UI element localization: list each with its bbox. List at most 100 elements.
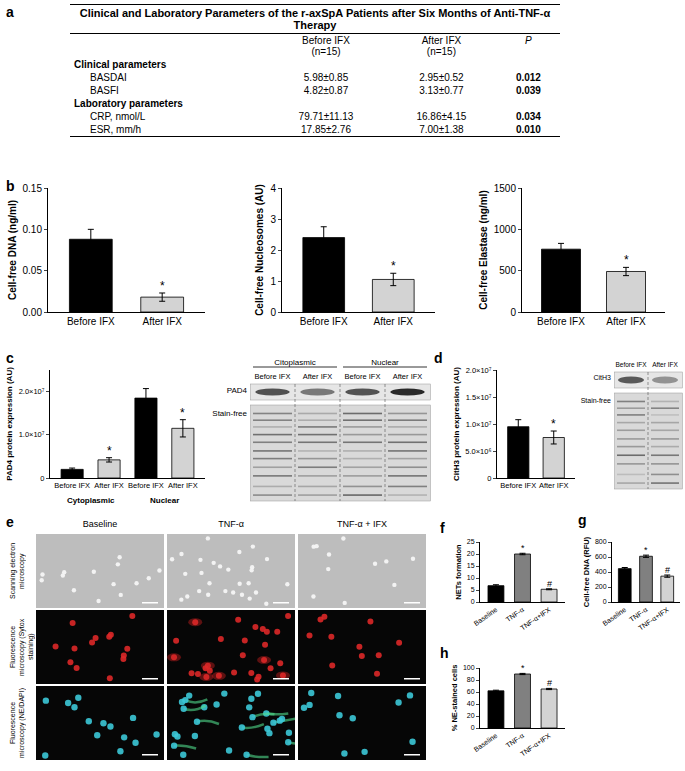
- svg-text:TNF-α: TNF-α: [505, 606, 525, 623]
- svg-text:20: 20: [467, 550, 475, 557]
- svg-text:After IFX: After IFX: [393, 372, 423, 381]
- svg-text:5: 5: [471, 586, 475, 593]
- svg-text:After IFX: After IFX: [303, 372, 333, 381]
- svg-text:5.0×10⁶: 5.0×10⁶: [465, 447, 491, 456]
- svg-text:Nuclear: Nuclear: [371, 358, 399, 367]
- svg-text:0: 0: [471, 598, 475, 605]
- svg-text:Baseline: Baseline: [601, 606, 627, 627]
- svg-text:0: 0: [270, 307, 276, 318]
- svg-text:#: #: [547, 579, 552, 589]
- svg-text:2.0×10⁷: 2.0×10⁷: [466, 366, 492, 375]
- svg-text:25: 25: [467, 538, 475, 545]
- svg-text:CitH3 protein expression (AU): CitH3 protein expression (AU): [452, 367, 461, 481]
- svg-text:% NE-stained cells: % NE-stained cells: [450, 665, 459, 732]
- svg-text:*: *: [521, 663, 525, 673]
- svg-text:After IFX: After IFX: [374, 316, 414, 327]
- svg-text:Before IFX: Before IFX: [345, 372, 381, 381]
- svg-text:0: 0: [487, 474, 491, 483]
- svg-text:TNF-α: TNF-α: [505, 732, 525, 749]
- svg-text:Nuclear: Nuclear: [150, 496, 179, 505]
- svg-text:TNF-α+IFX: TNF-α+IFX: [519, 732, 552, 758]
- svg-text:1000: 1000: [494, 224, 517, 235]
- html-text:Fluorescence microscopy (Sytox: Fluorescence microscopy (Sytox staining): [9, 618, 34, 676]
- svg-text:TNF-α+IFX: TNF-α+IFX: [637, 606, 670, 632]
- svg-text:0.15: 0.15: [23, 183, 43, 194]
- svg-text:100: 100: [463, 664, 475, 671]
- svg-text:1500: 1500: [494, 183, 517, 194]
- svg-text:80: 80: [467, 676, 475, 683]
- html-text:BASDAI: BASDAI: [90, 72, 127, 83]
- svg-text:Baseline: Baseline: [473, 732, 499, 753]
- svg-text:*: *: [551, 417, 556, 431]
- svg-text:Before IFX: Before IFX: [67, 316, 115, 327]
- svg-text:PAD4 protein expression (AU): PAD4 protein expression (AU): [5, 367, 14, 481]
- svg-text:Citoplasmic: Citoplasmic: [274, 358, 315, 367]
- html-text:5.98±0.85: 5.98±0.85: [303, 72, 349, 83]
- svg-text:1.0×10⁷: 1.0×10⁷: [19, 430, 45, 439]
- svg-text:0: 0: [510, 307, 516, 318]
- svg-text:20: 20: [467, 712, 475, 719]
- svg-text:After IFX: After IFX: [168, 481, 198, 490]
- svg-text:500: 500: [499, 265, 516, 276]
- svg-text:1.0×10⁷: 1.0×10⁷: [466, 420, 492, 429]
- svg-text:*: *: [624, 253, 629, 267]
- svg-text:Cell-free Elastase (ng/ml): Cell-free Elastase (ng/ml): [478, 190, 489, 309]
- svg-text:600: 600: [595, 553, 607, 560]
- svg-text:Before IFX: Before IFX: [615, 361, 647, 368]
- svg-text:Cell-free DNA (ng/ml): Cell-free DNA (ng/ml): [7, 200, 18, 300]
- svg-text:Before IFX: Before IFX: [537, 316, 585, 327]
- html-text:After IFX: After IFX: [421, 35, 462, 46]
- html-text:(n=15): (n=15): [311, 46, 341, 57]
- svg-text:*: *: [521, 543, 525, 553]
- svg-text:1.5×10⁷: 1.5×10⁷: [466, 393, 492, 402]
- svg-text:After IFX: After IFX: [539, 481, 569, 490]
- svg-text:TNF-α: TNF-α: [628, 606, 648, 623]
- svg-text:Cell-free Nucleosomes (AU): Cell-free Nucleosomes (AU): [254, 184, 265, 316]
- svg-text:After IFX: After IFX: [94, 481, 124, 490]
- svg-text:0.05: 0.05: [23, 265, 43, 276]
- svg-text:4: 4: [270, 183, 276, 194]
- html-text:Before IFX: Before IFX: [302, 35, 350, 46]
- svg-text:Before IFX: Before IFX: [255, 372, 291, 381]
- svg-text:Baseline: Baseline: [473, 606, 499, 627]
- svg-text:15: 15: [467, 562, 475, 569]
- html-text:Clinical parameters: Clinical parameters: [74, 59, 167, 70]
- svg-text:Before IFX: Before IFX: [300, 316, 348, 327]
- svg-text:*: *: [107, 444, 112, 458]
- html-text:Fluorescence microscopy (NE/DA: Fluorescence microscopy (NE/DAPI): [9, 688, 25, 758]
- html-text:Scanning electron microscopy: Scanning electron microscopy: [9, 543, 25, 599]
- svg-text:*: *: [180, 406, 185, 420]
- svg-text:After IFX: After IFX: [652, 361, 678, 368]
- svg-text:200: 200: [595, 583, 607, 590]
- svg-text:0: 0: [471, 724, 475, 731]
- svg-text:Before IFX: Before IFX: [128, 481, 164, 490]
- svg-text:#: #: [665, 565, 670, 575]
- svg-text:400: 400: [595, 568, 607, 575]
- svg-text:NETs formation: NETs formation: [454, 544, 463, 600]
- svg-text:*: *: [160, 279, 165, 293]
- svg-text:40: 40: [467, 700, 475, 707]
- svg-text:3: 3: [270, 214, 276, 225]
- html-text:Clinical and Laboratory Parame: Clinical and Laboratory Parameters of th…: [79, 7, 551, 31]
- svg-text:*: *: [644, 545, 648, 555]
- html-text:(n=15): (n=15): [426, 46, 456, 57]
- svg-text:0: 0: [40, 474, 44, 483]
- svg-text:TNF-α+IFX: TNF-α+IFX: [519, 606, 552, 632]
- svg-text:After IFX: After IFX: [606, 316, 646, 327]
- svg-text:0.10: 0.10: [23, 224, 43, 235]
- svg-text:After IFX: After IFX: [142, 316, 182, 327]
- svg-text:1: 1: [270, 276, 276, 287]
- svg-text:#: #: [547, 678, 552, 688]
- svg-text:800: 800: [595, 538, 607, 545]
- svg-text:2.0×10⁷: 2.0×10⁷: [19, 387, 45, 396]
- svg-text:0.00: 0.00: [23, 307, 43, 318]
- svg-text:Before IFX: Before IFX: [500, 481, 536, 490]
- svg-text:*: *: [391, 259, 396, 273]
- svg-text:2: 2: [270, 245, 276, 256]
- svg-text:Cytoplasmic: Cytoplasmic: [67, 496, 115, 505]
- svg-text:Before IFX: Before IFX: [54, 481, 90, 490]
- svg-text:60: 60: [467, 688, 475, 695]
- svg-text:Cell-free DNA (RFU): Cell-free DNA (RFU): [582, 536, 591, 607]
- svg-text:10: 10: [467, 574, 475, 581]
- svg-text:0: 0: [603, 598, 607, 605]
